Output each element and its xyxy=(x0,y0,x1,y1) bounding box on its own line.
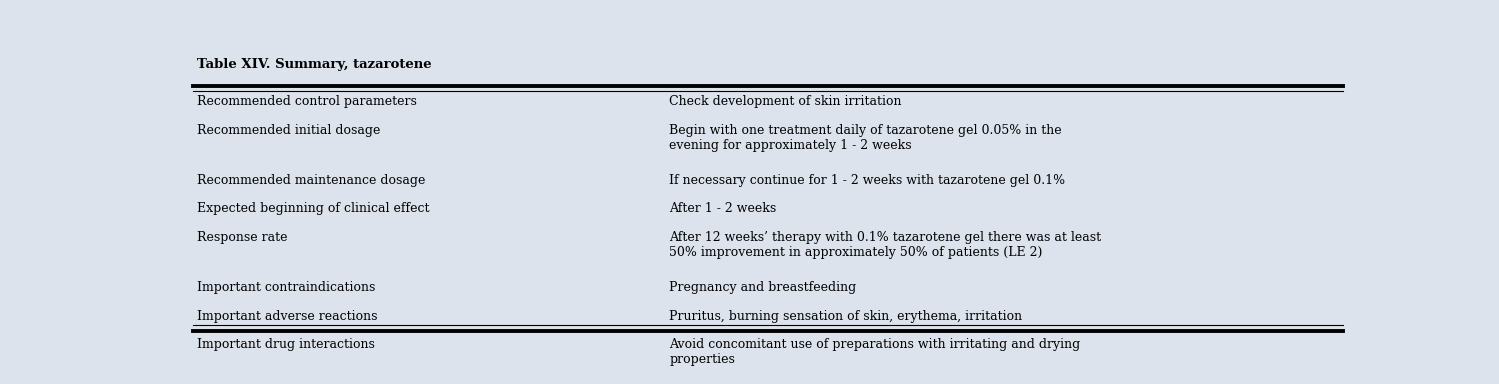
Text: If necessary continue for 1 - 2 weeks with tazarotene gel 0.1%: If necessary continue for 1 - 2 weeks wi… xyxy=(670,174,1066,187)
Text: After 12 weeks’ therapy with 0.1% tazarotene gel there was at least
50% improvem: After 12 weeks’ therapy with 0.1% tazaro… xyxy=(670,231,1102,259)
Text: Avoid concomitant use of preparations with irritating and drying
properties: Avoid concomitant use of preparations wi… xyxy=(670,338,1081,366)
Text: Recommended control parameters: Recommended control parameters xyxy=(196,95,417,108)
Text: Important contraindications: Important contraindications xyxy=(196,281,375,294)
Text: Important drug interactions: Important drug interactions xyxy=(196,338,375,351)
Text: Important adverse reactions: Important adverse reactions xyxy=(196,310,378,323)
Text: Pruritus, burning sensation of skin, erythema, irritation: Pruritus, burning sensation of skin, ery… xyxy=(670,310,1022,323)
Text: Recommended initial dosage: Recommended initial dosage xyxy=(196,124,381,137)
Text: Pregnancy and breastfeeding: Pregnancy and breastfeeding xyxy=(670,281,857,294)
Text: Recommended maintenance dosage: Recommended maintenance dosage xyxy=(196,174,426,187)
Text: Expected beginning of clinical effect: Expected beginning of clinical effect xyxy=(196,202,429,215)
Text: Check development of skin irritation: Check development of skin irritation xyxy=(670,95,902,108)
Text: Begin with one treatment daily of tazarotene gel 0.05% in the
evening for approx: Begin with one treatment daily of tazaro… xyxy=(670,124,1063,152)
Text: Table XIV. Summary, tazarotene: Table XIV. Summary, tazarotene xyxy=(196,58,432,71)
Text: After 1 - 2 weeks: After 1 - 2 weeks xyxy=(670,202,776,215)
Text: Response rate: Response rate xyxy=(196,231,288,244)
